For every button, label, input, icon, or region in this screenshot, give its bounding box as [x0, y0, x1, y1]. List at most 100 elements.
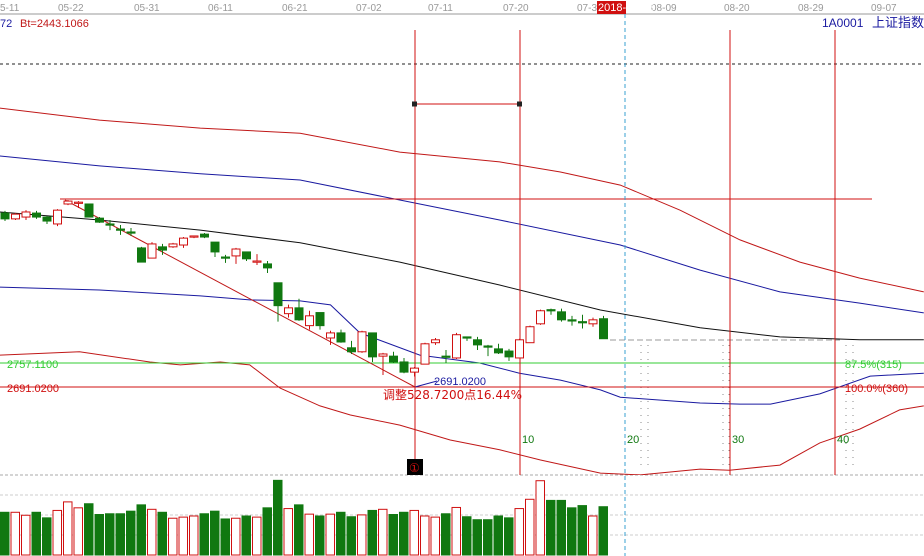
date-tick-label: 07-3: [577, 3, 597, 14]
candle[interactable]: [305, 310, 314, 330]
candle[interactable]: [200, 233, 209, 239]
candle[interactable]: [557, 308, 566, 322]
candle[interactable]: [347, 340, 356, 354]
candle[interactable]: [0, 210, 10, 222]
candle[interactable]: [252, 254, 262, 265]
candle-body: [242, 251, 251, 260]
candle[interactable]: [63, 199, 73, 206]
candle[interactable]: [189, 235, 199, 239]
candle-body: [63, 200, 73, 205]
candle[interactable]: [452, 332, 461, 360]
volume-bar: [430, 516, 440, 556]
candle[interactable]: [42, 215, 52, 224]
candle[interactable]: [546, 308, 556, 315]
candle[interactable]: [105, 219, 115, 231]
candle[interactable]: [389, 351, 398, 364]
volume-bar: [0, 511, 10, 556]
volume-bar: [178, 516, 188, 556]
candle-body: [315, 312, 325, 327]
candle[interactable]: [578, 314, 587, 329]
candle[interactable]: [326, 330, 335, 345]
volume-bar: [84, 503, 94, 556]
candle[interactable]: [378, 352, 388, 376]
candle[interactable]: [284, 304, 293, 318]
candle[interactable]: [494, 343, 503, 354]
volume-bar: [42, 517, 52, 556]
candle[interactable]: [441, 349, 451, 364]
candle[interactable]: [536, 309, 545, 325]
candle[interactable]: [84, 203, 94, 218]
candle[interactable]: [21, 210, 31, 220]
candle-body: [536, 310, 545, 325]
volume-bar: [577, 505, 587, 556]
volume-bar: [147, 508, 157, 556]
candle-body: [546, 309, 556, 312]
candle-body: [284, 307, 293, 315]
candle[interactable]: [168, 242, 178, 248]
date-tick-label: 06-11: [208, 3, 233, 14]
candle-body: [252, 260, 262, 263]
candle-body: [0, 212, 10, 220]
candle[interactable]: [410, 367, 419, 377]
volume-bar: [189, 515, 199, 556]
candle[interactable]: [588, 317, 598, 327]
candle[interactable]: [473, 336, 482, 350]
candle-body: [147, 243, 157, 259]
cycle-mark-40: 40: [837, 434, 849, 446]
candle[interactable]: [32, 210, 41, 219]
candle[interactable]: [431, 337, 440, 345]
candle[interactable]: [231, 247, 241, 264]
candle[interactable]: [515, 338, 524, 359]
candle[interactable]: [483, 344, 493, 357]
measure-handle[interactable]: [517, 101, 522, 107]
candle[interactable]: [504, 348, 514, 361]
bt-value: Bt=2443.1066: [20, 18, 89, 30]
candle[interactable]: [315, 312, 325, 330]
candle[interactable]: [357, 330, 367, 353]
candle[interactable]: [158, 243, 167, 255]
candle[interactable]: [263, 260, 272, 273]
candle[interactable]: [420, 342, 430, 365]
candle[interactable]: [273, 282, 283, 322]
candle[interactable]: [567, 315, 577, 326]
candle[interactable]: [74, 201, 83, 208]
candle[interactable]: [294, 298, 304, 321]
candle[interactable]: [336, 329, 346, 343]
candle[interactable]: [242, 251, 251, 261]
candle-body: [441, 355, 451, 358]
trend-line[interactable]: [64, 199, 416, 388]
candle-body: [515, 339, 524, 359]
candle[interactable]: [53, 209, 62, 227]
candle-body: [336, 332, 346, 343]
candle-body: [494, 348, 503, 354]
candle[interactable]: [399, 357, 409, 374]
candle-body: [137, 247, 146, 263]
candle-body: [53, 209, 62, 225]
candle-body: [588, 319, 598, 325]
measure-handle[interactable]: [412, 101, 417, 107]
date-tick-label: 05-22: [58, 3, 84, 14]
candle[interactable]: [179, 237, 188, 248]
candle[interactable]: [126, 227, 136, 236]
candle[interactable]: [221, 254, 230, 263]
candle[interactable]: [147, 242, 157, 259]
candle[interactable]: [210, 241, 220, 258]
volume-bar: [556, 499, 566, 556]
candle[interactable]: [11, 213, 20, 220]
candle[interactable]: [525, 325, 535, 344]
cycle-mark-20: 20: [627, 434, 639, 446]
candle[interactable]: [368, 332, 377, 362]
level-100-label: 100.0%(360): [845, 383, 908, 395]
candle[interactable]: [599, 315, 608, 340]
cycle-marker-box[interactable]: [407, 459, 423, 475]
candle[interactable]: [95, 217, 104, 223]
volume-bar: [598, 506, 608, 556]
candle-body: [200, 233, 209, 238]
candle[interactable]: [462, 336, 472, 341]
candle[interactable]: [137, 246, 146, 263]
volume-bar: [367, 509, 377, 556]
index-code: 1A0001: [822, 16, 864, 30]
candle[interactable]: [116, 225, 125, 235]
